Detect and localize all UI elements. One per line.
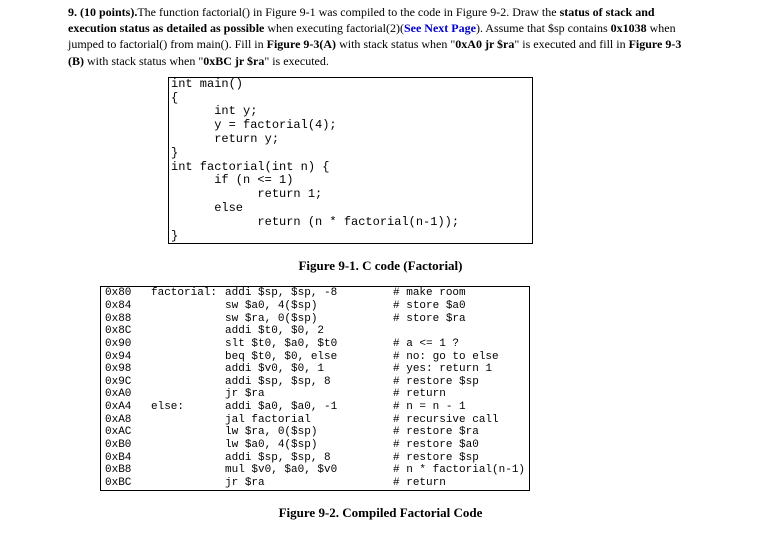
asm-addr: 0xA0	[101, 388, 148, 401]
asm-instruction: mul $v0, $a0, $v0	[221, 464, 389, 477]
asm-comment: # yes: return 1	[389, 363, 530, 376]
c-code-listing: int main() { int y; y = factorial(4); re…	[168, 77, 533, 245]
asm-instruction: addi $sp, $sp, 8	[221, 452, 389, 465]
asm-row: 0xB4 addi $sp, $sp, 8# restore $sp	[101, 452, 530, 465]
asm-addr: 0x80	[101, 287, 148, 300]
asm-label: else:	[147, 401, 221, 414]
asm-row: 0x80factorial:addi $sp, $sp, -8# make ro…	[101, 287, 530, 300]
asm-addr: 0xB8	[101, 464, 148, 477]
q-b6: 0xBC jr $ra	[203, 54, 264, 68]
asm-comment: # n * factorial(n-1)	[389, 464, 530, 477]
asm-instruction: jr $ra	[221, 477, 389, 490]
asm-instruction: addi $sp, $sp, -8	[221, 287, 389, 300]
asm-label	[147, 426, 221, 439]
asm-label	[147, 313, 221, 326]
question-number: 9. (10 points).	[68, 5, 137, 19]
asm-label	[147, 351, 221, 364]
asm-comment: # restore $ra	[389, 426, 530, 439]
q-part5: with stack status when "	[336, 37, 455, 51]
asm-label	[147, 414, 221, 427]
asm-row: 0x88 sw $ra, 0($sp)# store $ra	[101, 313, 530, 326]
asm-addr: 0xA4	[101, 401, 148, 414]
asm-comment: # store $a0	[389, 300, 530, 313]
asm-comment: # restore $sp	[389, 376, 530, 389]
asm-comment: # return	[389, 477, 530, 490]
asm-addr: 0x9C	[101, 376, 148, 389]
asm-row: 0x94 beq $t0, $0, else# no: go to else	[101, 351, 530, 364]
asm-comment: # restore $sp	[389, 452, 530, 465]
asm-label	[147, 439, 221, 452]
asm-addr: 0x8C	[101, 325, 148, 338]
asm-row: 0xA8 jal factorial# recursive call	[101, 414, 530, 427]
q-b4: 0xA0 jr $ra	[455, 37, 514, 51]
asm-comment: # a <= 1 ?	[389, 338, 530, 351]
asm-label	[147, 477, 221, 490]
asm-addr: 0x94	[101, 351, 148, 364]
asm-instruction: jal factorial	[221, 414, 389, 427]
asm-comment: # n = n - 1	[389, 401, 530, 414]
asm-addr: 0xA8	[101, 414, 148, 427]
asm-instruction: beq $t0, $0, else	[221, 351, 389, 364]
q-part6: " is executed and fill in	[514, 37, 628, 51]
asm-row: 0x84 sw $a0, 4($sp)# store $a0	[101, 300, 530, 313]
asm-addr: 0xBC	[101, 477, 148, 490]
asm-instruction: addi $sp, $sp, 8	[221, 376, 389, 389]
asm-label	[147, 363, 221, 376]
asm-instruction: lw $a0, 4($sp)	[221, 439, 389, 452]
figure-2-caption: Figure 9-2. Compiled Factorial Code	[68, 505, 693, 521]
asm-addr: 0xAC	[101, 426, 148, 439]
asm-label	[147, 338, 221, 351]
asm-comment: # no: go to else	[389, 351, 530, 364]
asm-label	[147, 300, 221, 313]
asm-row: 0x9C addi $sp, $sp, 8# restore $sp	[101, 376, 530, 389]
asm-addr: 0x90	[101, 338, 148, 351]
asm-label	[147, 325, 221, 338]
q-part2: when executing factorial(2)(	[264, 21, 404, 35]
asm-addr: 0x98	[101, 363, 148, 376]
asm-label: factorial:	[147, 287, 221, 300]
asm-label	[147, 464, 221, 477]
asm-label	[147, 388, 221, 401]
q-part8: " is executed.	[264, 54, 329, 68]
asm-instruction: slt $t0, $a0, $t0	[221, 338, 389, 351]
asm-comment: # store $ra	[389, 313, 530, 326]
asm-instruction: addi $t0, $0, 2	[221, 325, 389, 338]
asm-row: 0xBC jr $ra# return	[101, 477, 530, 490]
asm-instruction: addi $a0, $a0, -1	[221, 401, 389, 414]
q-part3: ). Assume that $sp contains	[476, 21, 611, 35]
asm-instruction: jr $ra	[221, 388, 389, 401]
asm-row: 0xB0 lw $a0, 4($sp)# restore $a0	[101, 439, 530, 452]
asm-instruction: lw $ra, 0($sp)	[221, 426, 389, 439]
asm-addr: 0x88	[101, 313, 148, 326]
page-container: 9. (10 points).The function factorial() …	[0, 0, 761, 543]
asm-addr: 0x84	[101, 300, 148, 313]
asm-row: 0xB8 mul $v0, $a0, $v0# n * factorial(n-1…	[101, 464, 530, 477]
asm-row: 0xA4else:addi $a0, $a0, -1# n = n - 1	[101, 401, 530, 414]
q-part7: with stack status when "	[84, 54, 203, 68]
asm-addr: 0xB0	[101, 439, 148, 452]
asm-instruction: sw $ra, 0($sp)	[221, 313, 389, 326]
asm-instruction: sw $a0, 4($sp)	[221, 300, 389, 313]
asm-instruction: addi $v0, $0, 1	[221, 363, 389, 376]
q-b3: Figure 9-3(A)	[267, 37, 336, 51]
asm-comment: # make room	[389, 287, 530, 300]
asm-row: 0xA0 jr $ra# return	[101, 388, 530, 401]
asm-row: 0x98 addi $v0, $0, 1# yes: return 1	[101, 363, 530, 376]
question-text: 9. (10 points).The function factorial() …	[68, 4, 693, 69]
asm-label	[147, 452, 221, 465]
asm-addr: 0xB4	[101, 452, 148, 465]
asm-row: 0x90 slt $t0, $a0, $t0# a <= 1 ?	[101, 338, 530, 351]
asm-row: 0x8C addi $t0, $0, 2	[101, 325, 530, 338]
figure-1-caption: Figure 9-1. C code (Factorial)	[68, 258, 693, 274]
asm-label	[147, 376, 221, 389]
q-part1: The function factorial() in Figure 9-1 w…	[137, 5, 559, 19]
asm-comment: # restore $a0	[389, 439, 530, 452]
asm-comment: # return	[389, 388, 530, 401]
asm-comment: # recursive call	[389, 414, 530, 427]
see-next-page-link[interactable]: See Next Page	[404, 21, 476, 35]
asm-comment	[389, 325, 530, 338]
asm-row: 0xAC lw $ra, 0($sp)# restore $ra	[101, 426, 530, 439]
asm-code-listing: 0x80factorial:addi $sp, $sp, -8# make ro…	[100, 286, 530, 490]
q-b2: 0x1038	[611, 21, 647, 35]
